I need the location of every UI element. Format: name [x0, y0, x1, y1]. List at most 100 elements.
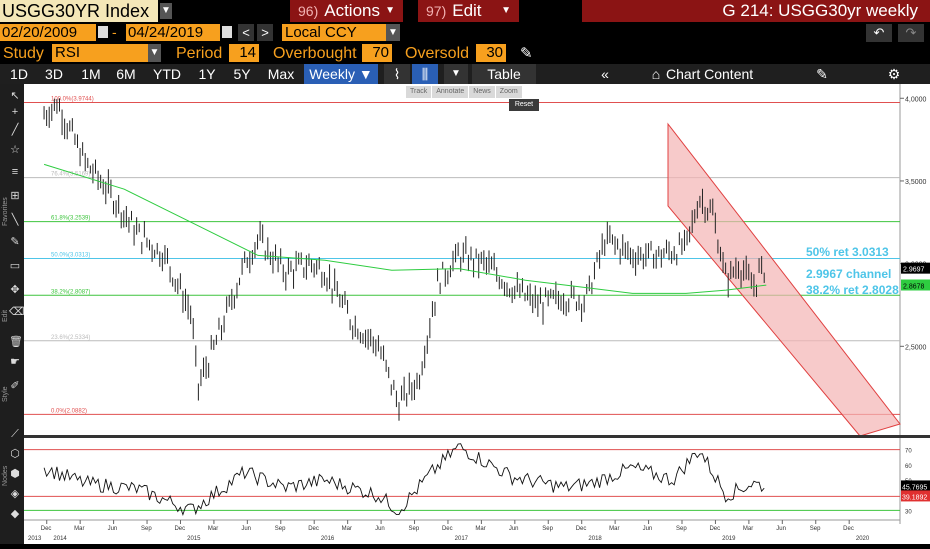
ticker-field[interactable]: USGG30YR Index: [0, 0, 158, 22]
fib-level-label: 0.0%(2.0882): [51, 408, 87, 414]
last-price-label: 2.9697: [903, 267, 925, 274]
track-button[interactable]: Track: [406, 86, 432, 98]
undo-icon[interactable]: ↶: [866, 24, 892, 42]
x-month-label: Jun: [108, 526, 118, 532]
x-year-label: 2014: [53, 536, 67, 542]
ma-price-tag: [901, 279, 930, 291]
brush-icon[interactable]: ✐: [10, 380, 20, 392]
table-button[interactable]: Table: [472, 64, 536, 84]
chevron-down-icon: ▼: [501, 5, 511, 16]
news-button[interactable]: News: [469, 86, 495, 98]
fib-icon[interactable]: ⊞: [10, 190, 20, 202]
actions-menu-button[interactable]: 96) Actions ▼: [290, 0, 403, 22]
period-input[interactable]: 14: [229, 44, 259, 62]
x-month-label: Dec: [174, 526, 185, 532]
range-3d[interactable]: 3D: [45, 66, 63, 82]
side-toolbar: [0, 84, 24, 544]
crosshair-icon[interactable]: +: [11, 106, 19, 118]
start-date-input[interactable]: 02/20/2009: [0, 24, 96, 41]
x-month-label: Jun: [776, 526, 786, 532]
node-icon[interactable]: ⬡: [10, 448, 20, 460]
range-1m[interactable]: 1M: [81, 66, 101, 82]
pointer-icon[interactable]: ☛: [10, 356, 20, 368]
range-max[interactable]: Max: [267, 66, 295, 82]
side-label-style: Style: [2, 386, 9, 402]
currency-select[interactable]: Local CCY: [282, 24, 386, 41]
x-month-label: Mar: [475, 526, 485, 532]
x-year-label: 2017: [455, 536, 469, 542]
chart-area[interactable]: 4,00003,50003,00002,5000100.0%(3.9744)76…: [0, 84, 930, 544]
study-label: Study: [3, 45, 44, 62]
trash-icon[interactable]: 🗑: [9, 336, 23, 348]
oversold-input[interactable]: 30: [476, 44, 506, 62]
chevron-down-icon[interactable]: ▼: [386, 24, 400, 41]
pen-icon[interactable]: ✎: [10, 236, 20, 248]
range-1d[interactable]: 1D: [10, 66, 28, 82]
x-month-label: Dec: [41, 526, 52, 532]
mini-toolbar: Track Annotate News Zoom: [406, 86, 522, 98]
x-month-label: Jun: [241, 526, 251, 532]
x-month-label: Sep: [409, 526, 420, 532]
study-select[interactable]: RSI: [52, 44, 148, 62]
x-month-label: Dec: [709, 526, 720, 532]
line-chart-icon[interactable]: ⌇: [384, 64, 410, 84]
chevron-down-icon[interactable]: ▼: [444, 64, 468, 84]
fib-level-label: 100.0%(3.9744): [51, 97, 94, 103]
price-tick-label: 4,0000: [905, 96, 927, 103]
edit-menu-button[interactable]: 97) Edit ▼: [418, 0, 519, 22]
gear-icon[interactable]: ⚙: [887, 66, 901, 82]
ruler-icon[interactable]: ⟋: [11, 428, 19, 440]
side-label-nodes: Nodes: [2, 465, 9, 486]
chevron-down-icon: ▼: [385, 5, 395, 16]
x-month-label: Jun: [509, 526, 519, 532]
x-month-label: Sep: [275, 526, 286, 532]
end-date-input[interactable]: 04/24/2019: [126, 24, 220, 41]
range-5y[interactable]: 5Y: [233, 66, 251, 82]
price-chart-svg[interactable]: 4,00003,50003,00002,5000100.0%(3.9744)76…: [0, 84, 930, 544]
calendar-icon[interactable]: [98, 26, 108, 38]
chevron-down-icon[interactable]: ▼: [148, 44, 161, 62]
rsi-line: [43, 443, 765, 516]
move-icon[interactable]: ✥: [10, 284, 20, 296]
x-month-label: Mar: [208, 526, 218, 532]
node-icon[interactable]: ◈: [10, 488, 20, 500]
node-icon[interactable]: ◆: [10, 508, 20, 520]
fib-level-label: 76.4%(3.5169): [51, 172, 90, 178]
annotate-button[interactable]: Annotate: [432, 86, 469, 98]
edit-chart-icon[interactable]: ✎: [816, 66, 828, 82]
star-icon[interactable]: ☆: [10, 144, 20, 156]
zoom-button[interactable]: Zoom: [495, 86, 522, 98]
calendar-icon[interactable]: [222, 26, 232, 38]
pencil-icon[interactable]: ✎: [520, 45, 533, 62]
node-icon[interactable]: ⬢: [10, 468, 20, 480]
ticker-dropdown-icon[interactable]: ▼: [160, 3, 172, 19]
channel-icon[interactable]: ≡: [11, 166, 19, 178]
overbought-input[interactable]: 70: [362, 44, 392, 62]
prev-period-button[interactable]: <: [238, 24, 254, 41]
x-year-label: 2016: [321, 536, 335, 542]
range-6m[interactable]: 6M: [116, 66, 136, 82]
moving-average-line: [43, 163, 767, 294]
rsi-tick-label: 70: [905, 449, 912, 455]
next-period-button[interactable]: >: [257, 24, 273, 41]
collapse-icon[interactable]: «: [601, 66, 609, 82]
range-ytd[interactable]: YTD: [153, 66, 181, 82]
range-1y[interactable]: 1Y: [198, 66, 216, 82]
chart-annotation: 38.2% ret 2.8028: [806, 283, 899, 297]
line-icon[interactable]: ╲: [11, 214, 19, 226]
chart-content-button[interactable]: Chart Content: [666, 66, 754, 82]
x-year-label: 2015: [187, 536, 201, 542]
x-month-label: Mar: [74, 526, 84, 532]
rsi-tick-label: 30: [905, 509, 912, 515]
bar-chart-icon[interactable]: ⫼: [412, 64, 438, 84]
redo-icon[interactable]: ↷: [898, 24, 924, 42]
actions-label: Actions: [324, 1, 380, 20]
edit-num: 97): [426, 3, 447, 19]
cursor-icon[interactable]: ↖: [10, 90, 20, 102]
frequency-select[interactable]: Weekly ▼: [304, 64, 378, 84]
rect-icon[interactable]: ▭: [9, 260, 21, 272]
trendline-icon[interactable]: ╱: [11, 124, 19, 136]
right-axis-bg: [900, 84, 930, 544]
reset-button[interactable]: Reset: [509, 99, 539, 111]
eraser-icon[interactable]: ⌫: [9, 306, 25, 318]
